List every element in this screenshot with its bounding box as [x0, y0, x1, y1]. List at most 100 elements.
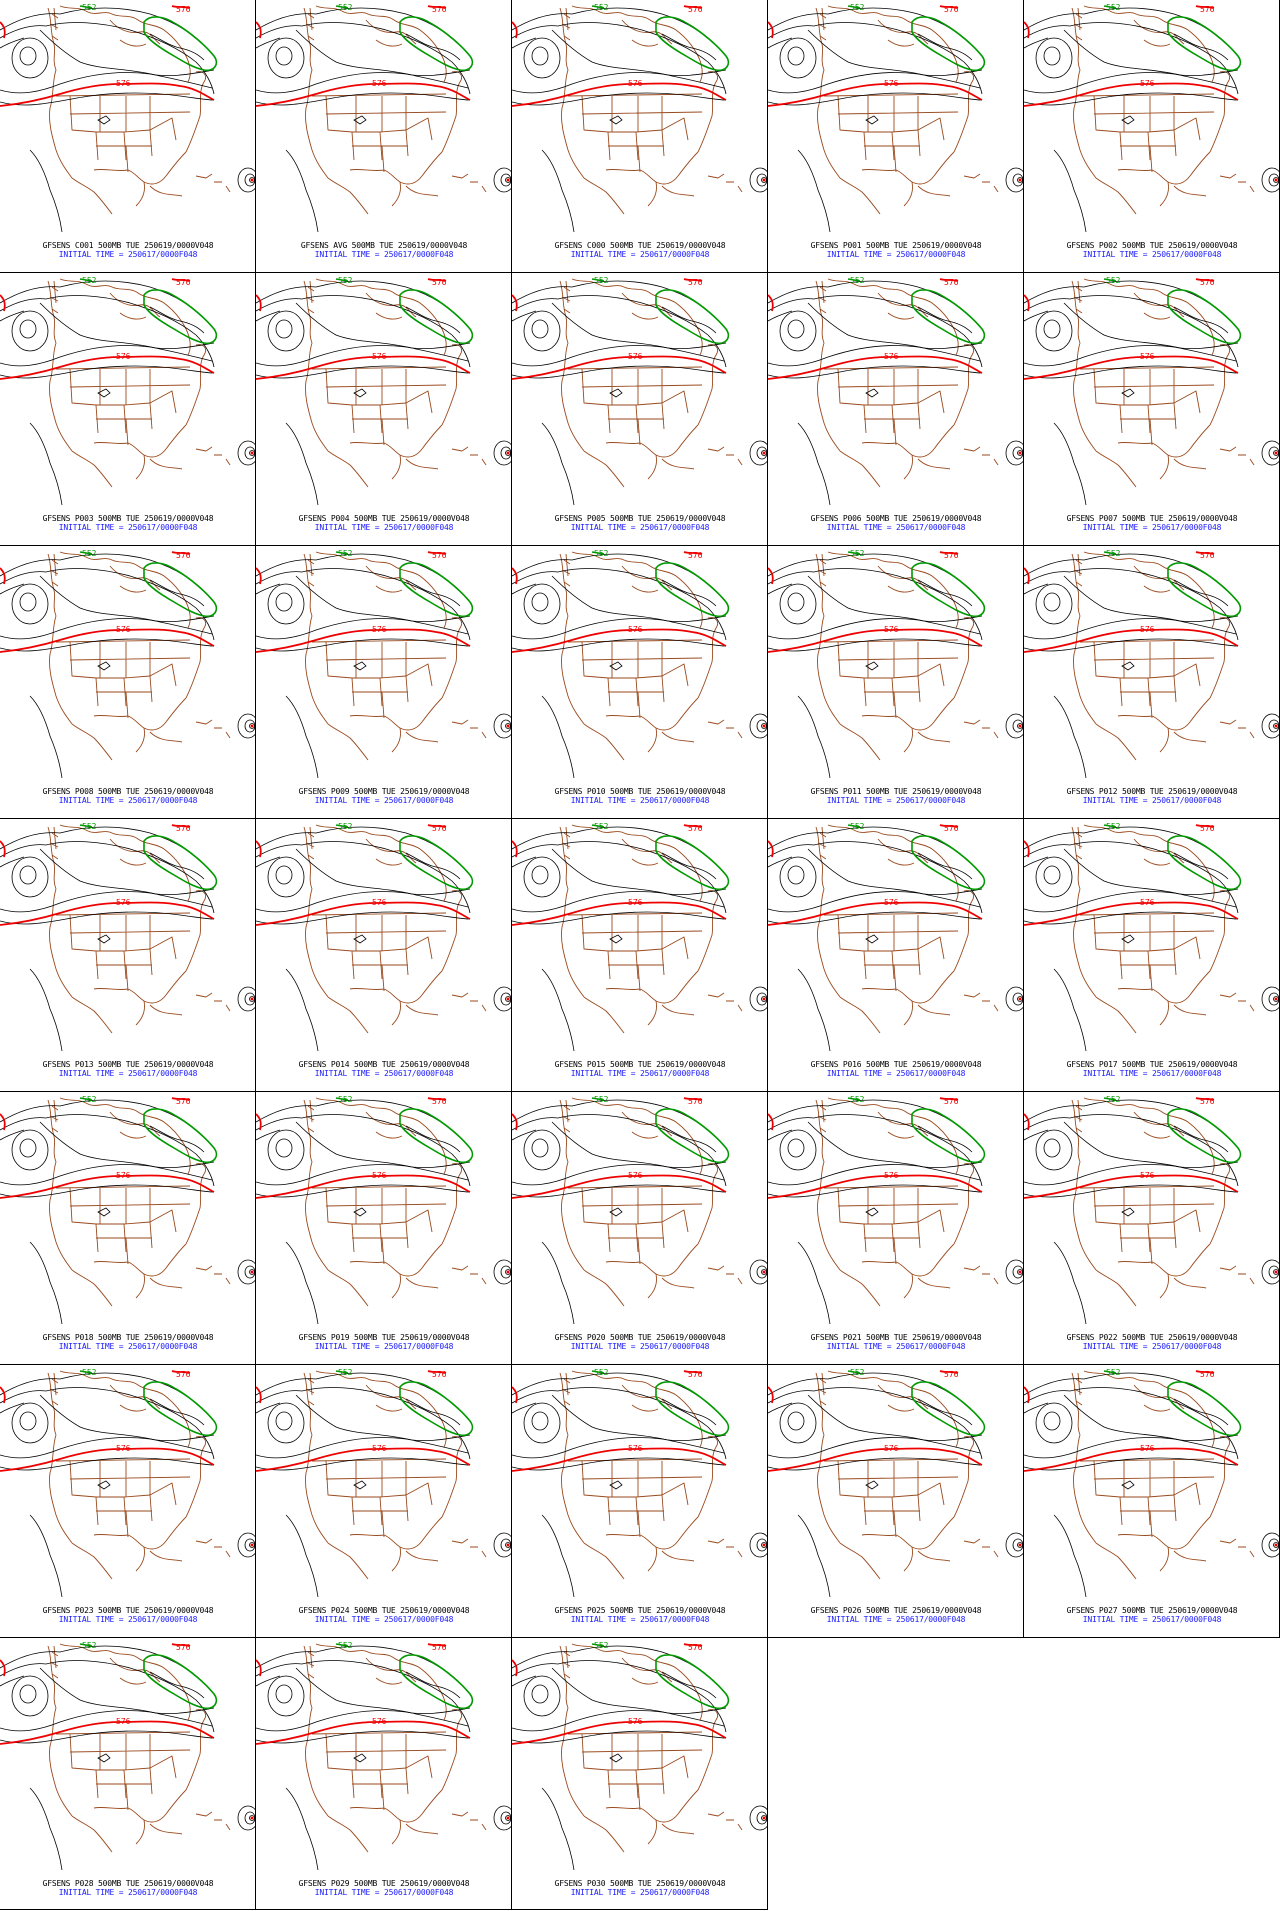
map-svg: 552 576 576	[256, 1641, 511, 1871]
label-576-red: 576	[628, 1171, 643, 1180]
label-576-north: 576	[1200, 5, 1215, 14]
label-552: 552	[82, 1368, 97, 1377]
label-552: 552	[594, 1368, 609, 1377]
contour-576	[768, 824, 983, 926]
map-svg: 552 576 576	[256, 822, 511, 1052]
contour-552	[1103, 5, 1242, 72]
panel-initial-time: INITIAL TIME = 250617/0000F048	[58, 523, 198, 532]
label-576-north: 576	[1200, 1097, 1215, 1106]
map-outline	[47, 278, 231, 488]
contour-576	[0, 1097, 215, 1199]
contour-552	[591, 824, 730, 891]
label-576-north: 576	[944, 5, 959, 14]
contour-552	[335, 551, 474, 618]
contour-576	[256, 824, 471, 926]
label-576-north: 576	[1200, 551, 1215, 560]
map-svg: 552 576 576	[512, 1095, 767, 1325]
height-contours	[768, 7, 1023, 233]
label-552: 552	[1106, 822, 1121, 831]
map-svg: 552 576 576	[0, 549, 255, 779]
panel-caption: GFSENS P030 500MB TUE 250619/0000V048	[554, 1879, 726, 1888]
map-outline	[1071, 1097, 1255, 1307]
label-576-red: 576	[628, 352, 643, 361]
low-marker	[1018, 997, 1022, 1001]
label-576-red: 576	[372, 79, 387, 88]
height-contours	[768, 1372, 1023, 1598]
height-contours	[256, 280, 511, 506]
map-svg: 552 576 576	[256, 1095, 511, 1325]
height-contours	[512, 1099, 767, 1325]
height-contours	[256, 1372, 511, 1598]
label-576-north: 576	[944, 278, 959, 287]
contour-552	[1103, 551, 1242, 618]
panel-initial-time: INITIAL TIME = 250617/0000F048	[314, 1342, 454, 1351]
low-marker	[1018, 178, 1022, 182]
height-contours	[256, 7, 511, 233]
panel-caption: GFSENS P025 500MB TUE 250619/0000V048	[554, 1606, 726, 1615]
label-552: 552	[82, 1095, 97, 1104]
contour-552	[335, 5, 474, 72]
label-552: 552	[594, 822, 609, 831]
label-576-red: 576	[884, 625, 899, 634]
map-svg: 552 576 576	[0, 822, 255, 1052]
ensemble-panel-p030: 552 576 576 GFSENS P030 500MB TUE 250619…	[512, 1638, 768, 1910]
ensemble-panel-p009: 552 576 576 GFSENS P009 500MB TUE 250619…	[256, 546, 512, 819]
ensemble-panel-avg: 552 576 576 GFSENS AVG 500MB TUE 250619/…	[256, 0, 512, 273]
label-576-north: 576	[688, 1643, 703, 1652]
ensemble-panel-p023: 552 576 576 GFSENS P023 500MB TUE 250619…	[0, 1365, 256, 1638]
map-outline	[815, 824, 999, 1034]
contour-576	[512, 551, 727, 653]
low-marker	[250, 178, 254, 182]
label-552: 552	[594, 3, 609, 12]
height-contours	[512, 1645, 767, 1871]
map-outline	[303, 5, 487, 215]
contour-552	[79, 824, 218, 891]
panel-initial-time: INITIAL TIME = 250617/0000F048	[314, 796, 454, 805]
panel-initial-time: INITIAL TIME = 250617/0000F048	[570, 1615, 710, 1624]
contour-552	[847, 824, 986, 891]
map-svg: 552 576 576	[0, 1095, 255, 1325]
panel-caption: GFSENS P021 500MB TUE 250619/0000V048	[810, 1333, 982, 1342]
map-outline	[303, 1643, 487, 1853]
height-contours	[768, 1099, 1023, 1325]
label-576-red: 576	[116, 352, 131, 361]
map-outline	[303, 1097, 487, 1307]
label-576-red: 576	[1140, 79, 1155, 88]
ensemble-panel-p008: 552 576 576 GFSENS P008 500MB TUE 250619…	[0, 546, 256, 819]
ensemble-panel-p029: 552 576 576 GFSENS P029 500MB TUE 250619…	[256, 1638, 512, 1910]
panel-caption: GFSENS P007 500MB TUE 250619/0000V048	[1066, 514, 1238, 523]
contour-576	[1024, 1370, 1239, 1472]
panel-caption: GFSENS P020 500MB TUE 250619/0000V048	[554, 1333, 726, 1342]
panel-initial-time: INITIAL TIME = 250617/0000F048	[314, 250, 454, 259]
contour-576	[256, 1643, 471, 1745]
map-outline	[1071, 278, 1255, 488]
label-576-north: 576	[688, 824, 703, 833]
panel-caption: GFSENS P028 500MB TUE 250619/0000V048	[42, 1879, 214, 1888]
ensemble-panel-p010: 552 576 576 GFSENS P010 500MB TUE 250619…	[512, 546, 768, 819]
contour-552	[591, 1370, 730, 1437]
label-552: 552	[82, 549, 97, 558]
height-contours	[0, 280, 255, 506]
ensemble-panel-p004: 552 576 576 GFSENS P004 500MB TUE 250619…	[256, 273, 512, 546]
map-outline	[1071, 1370, 1255, 1580]
contour-576	[512, 5, 727, 107]
label-576-red: 576	[372, 1171, 387, 1180]
contour-552	[335, 1097, 474, 1164]
height-contours	[0, 1099, 255, 1325]
low-marker	[250, 451, 254, 455]
map-outline	[47, 1097, 231, 1307]
map-outline	[559, 5, 743, 215]
contour-552	[79, 1643, 218, 1710]
label-576-north: 576	[944, 1370, 959, 1379]
map-svg: 552 576 576	[1024, 549, 1279, 779]
label-552: 552	[850, 1368, 865, 1377]
contour-552	[847, 1097, 986, 1164]
height-contours	[256, 1099, 511, 1325]
low-marker	[506, 997, 510, 1001]
label-576-north: 576	[432, 824, 447, 833]
height-contours	[512, 553, 767, 779]
label-576-red: 576	[1140, 625, 1155, 634]
contour-576	[1024, 278, 1239, 380]
contour-576	[0, 824, 215, 926]
map-outline	[559, 824, 743, 1034]
